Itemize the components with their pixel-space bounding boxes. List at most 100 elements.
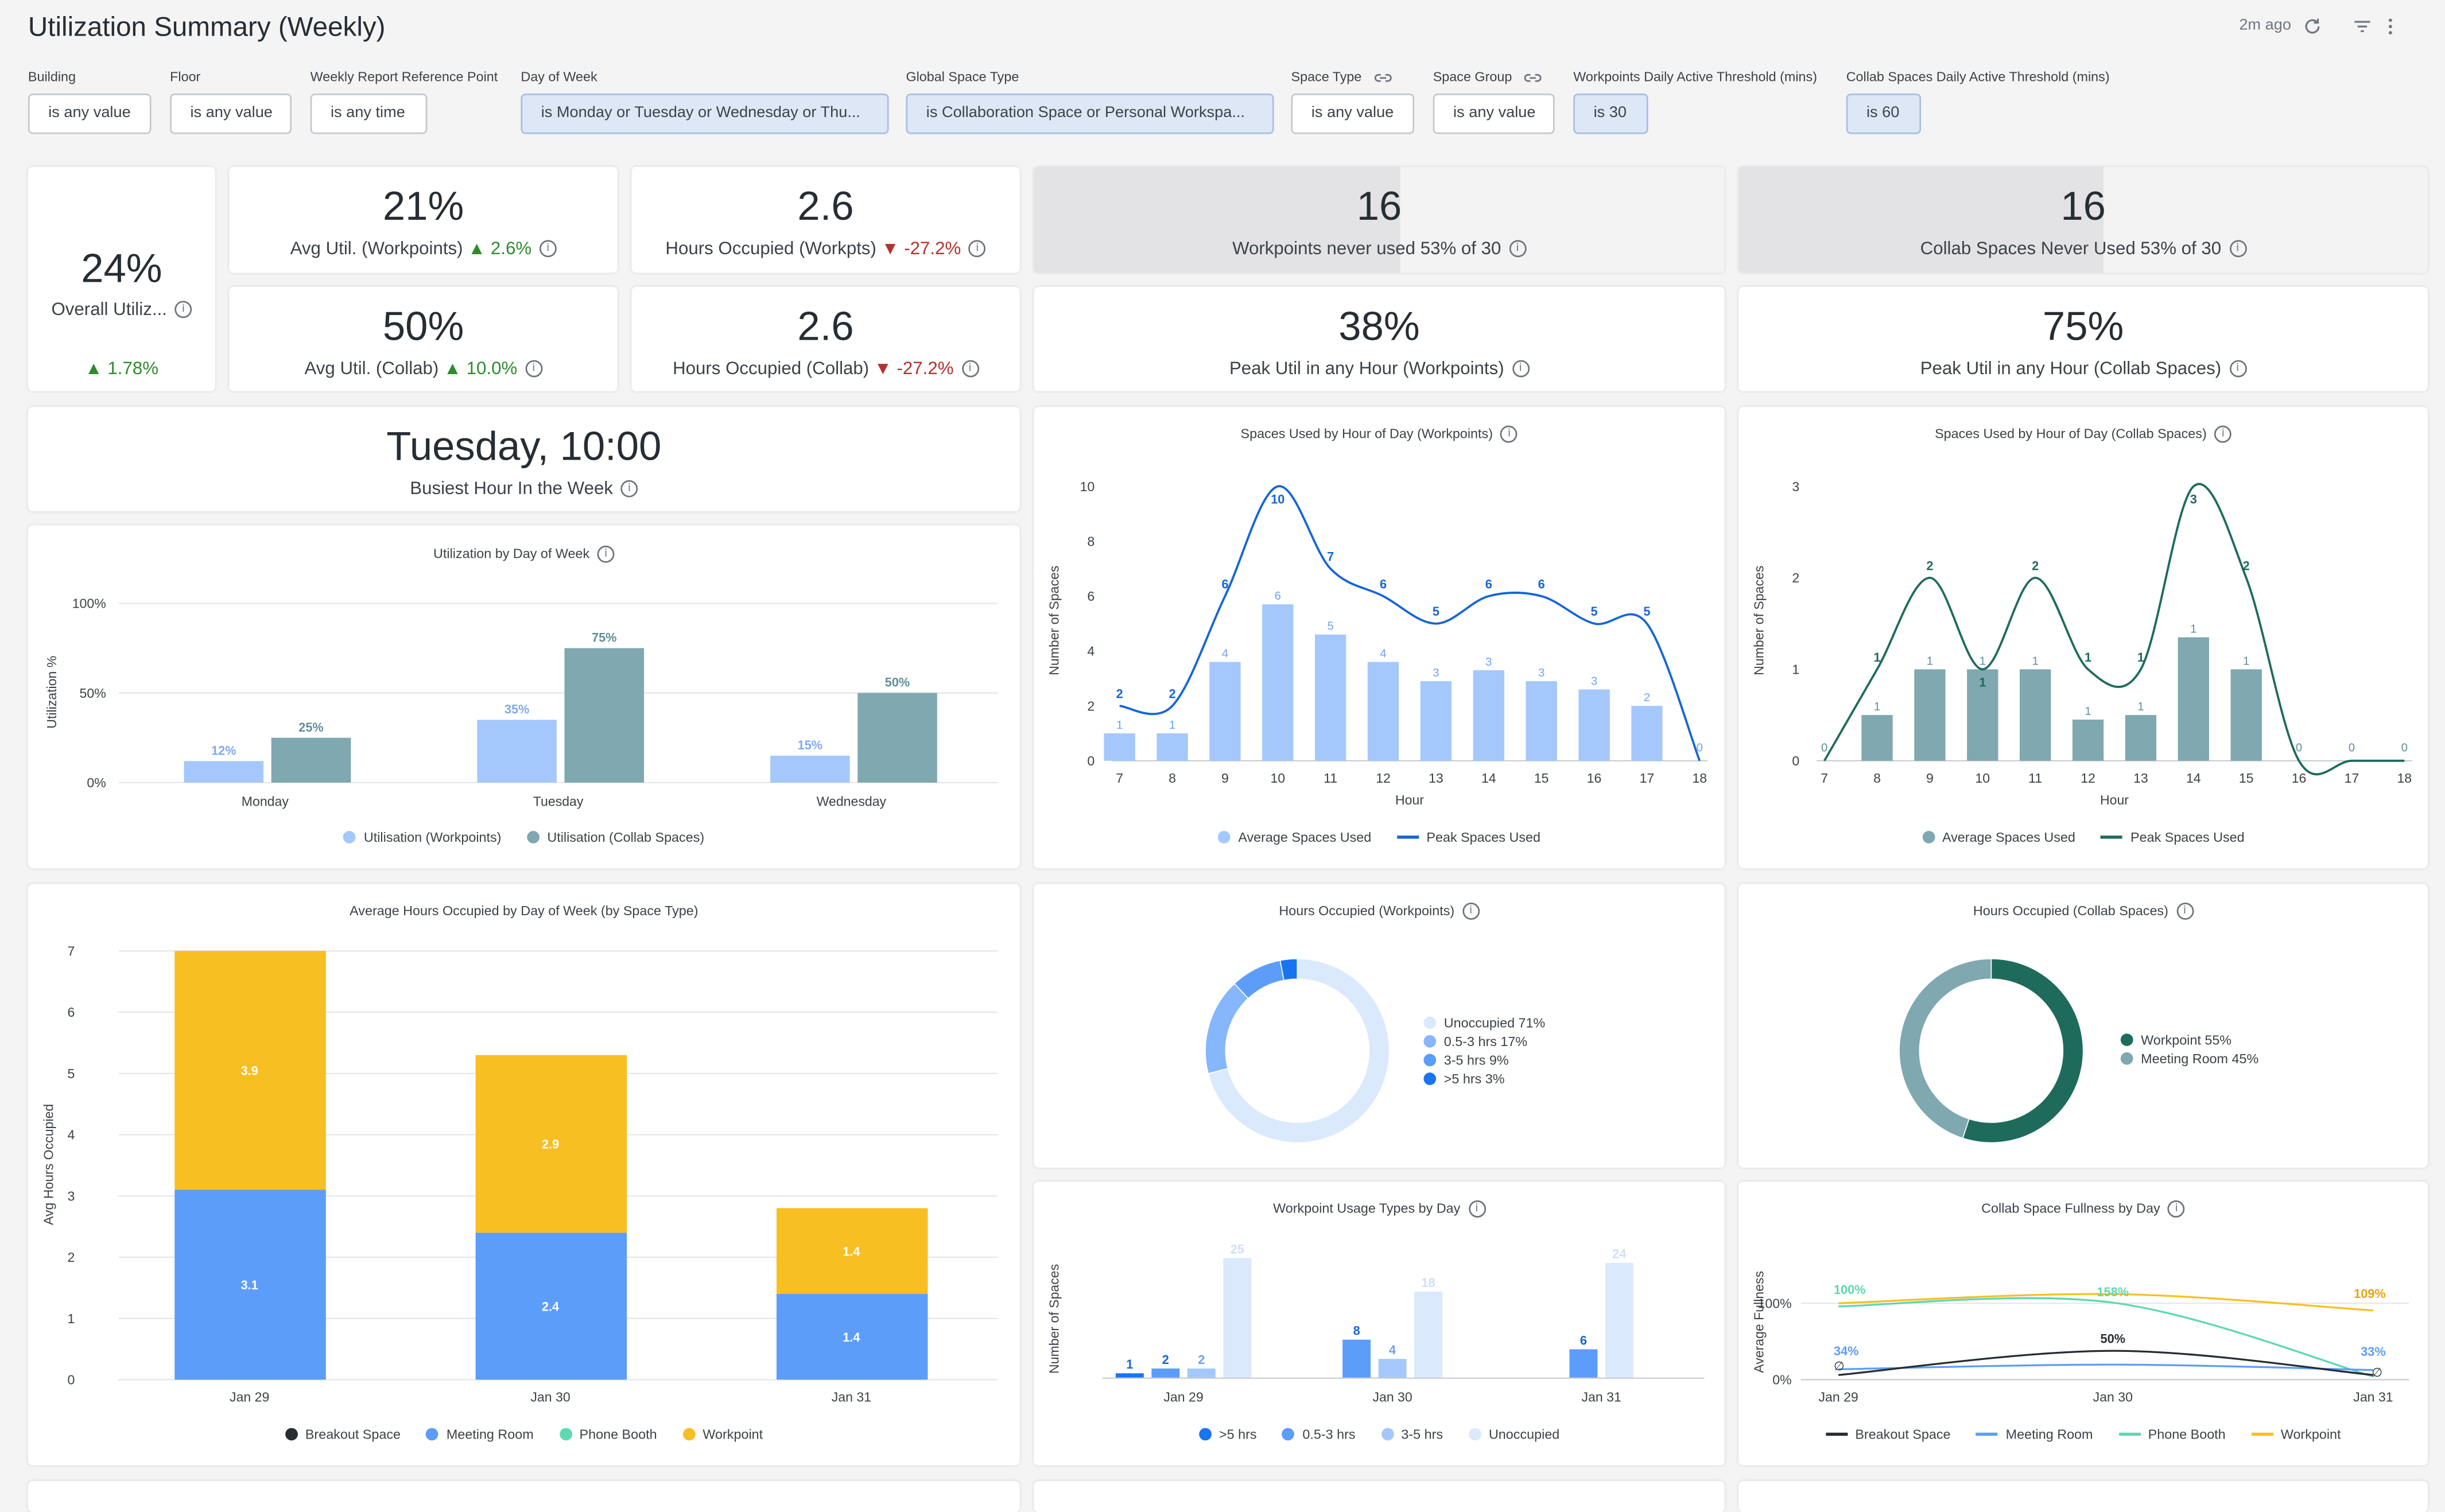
- y-axis-label: Number of Spaces: [1752, 566, 1767, 675]
- more-options-icon[interactable]: [2380, 15, 2401, 37]
- chart-fullness: 100% 0% Average Fullness Jan 29 Jan 30 Jan 31…: [1752, 1271, 2409, 1404]
- kpi-overall-utilization: 24% Overall Utiliz... i ▲ 1.78%: [28, 166, 215, 391]
- filter-space-group[interactable]: is any value: [1433, 94, 1555, 134]
- kpi-hours-occupied-workpoints: 2.6 Hours Occupied (Workpts) ▼ -27.2% i: [631, 166, 1020, 273]
- x-tick-label: Jan 29: [1163, 1389, 1203, 1404]
- y-tick-label: 6: [68, 1005, 75, 1020]
- info-icon[interactable]: i: [961, 360, 979, 378]
- legend-item[interactable]: Phone Booth: [559, 1427, 657, 1442]
- legend-item[interactable]: Utilisation (Collab Spaces): [527, 829, 704, 845]
- legend-item[interactable]: Unoccupied 71%: [1423, 1013, 1545, 1032]
- filter-label-building: Building: [28, 68, 76, 84]
- legend-item[interactable]: 3-5 hrs: [1381, 1427, 1443, 1442]
- chart-legend: Breakout Space Meeting Room Phone Booth …: [1738, 1427, 2428, 1442]
- info-icon[interactable]: i: [2176, 903, 2194, 920]
- legend-item[interactable]: Unoccupied: [1468, 1427, 1559, 1442]
- info-icon[interactable]: i: [539, 240, 557, 258]
- legend-item[interactable]: Average Spaces Used: [1922, 829, 2075, 845]
- info-icon[interactable]: i: [2168, 1200, 2186, 1218]
- filter-global-space-type[interactable]: is Collaboration Space or Personal Works…: [906, 94, 1274, 134]
- legend-item[interactable]: Meeting Room: [1976, 1427, 2093, 1442]
- legend-item[interactable]: 0.5-3 hrs: [1282, 1427, 1356, 1442]
- filter-floor[interactable]: is any value: [170, 94, 292, 134]
- filter-day-of-week[interactable]: is Monday or Tuesday or Wednesday or Thu…: [521, 94, 889, 134]
- legend-item[interactable]: Peak Spaces Used: [2101, 829, 2245, 845]
- y-tick-label: 1: [68, 1311, 75, 1326]
- legend-item[interactable]: Meeting Room 45%: [2120, 1049, 2258, 1068]
- legend-item[interactable]: 3-5 hrs 9%: [1423, 1051, 1545, 1070]
- info-icon[interactable]: i: [174, 301, 192, 319]
- data-label: 5: [1328, 620, 1334, 633]
- filter-reference-point[interactable]: is any time: [310, 94, 428, 134]
- legend-item[interactable]: Average Spaces Used: [1218, 829, 1371, 845]
- filter-icon[interactable]: [2351, 15, 2373, 37]
- legend-item[interactable]: Utilisation (Workpoints): [343, 829, 501, 845]
- kpi-value: 50%: [382, 302, 464, 349]
- card-partial: [1738, 1480, 2428, 1512]
- info-icon[interactable]: i: [1509, 240, 1526, 258]
- legend-item[interactable]: >5 hrs 3%: [1423, 1070, 1545, 1089]
- info-icon[interactable]: i: [525, 360, 542, 378]
- peak-label: 6: [1485, 577, 1492, 591]
- data-label: 109%: [2354, 1286, 2386, 1301]
- bar: [1104, 733, 1135, 761]
- chart-legend: Utilisation (Workpoints) Utilisation (Co…: [28, 829, 1020, 845]
- filter-workpoints-threshold[interactable]: is 30: [1573, 94, 1648, 134]
- data-label: 2: [1644, 691, 1650, 704]
- info-icon[interactable]: i: [620, 481, 638, 498]
- x-tick-label: 12: [1376, 771, 1391, 786]
- donut-legend: Workpoint 55% Meeting Room 45%: [2120, 1031, 2258, 1068]
- peak-label: 1: [2137, 650, 2144, 664]
- y-tick-label: 0: [68, 1373, 75, 1387]
- bar: [1156, 733, 1188, 761]
- chart-legend: >5 hrs 0.5-3 hrs 3-5 hrs Unoccupied: [1034, 1427, 1725, 1442]
- legend-item[interactable]: Breakout Space: [285, 1427, 401, 1442]
- legend-item[interactable]: Workpoint: [2251, 1427, 2341, 1442]
- refresh-icon[interactable]: [2302, 15, 2323, 37]
- info-icon[interactable]: i: [1468, 1200, 1485, 1218]
- filter-building[interactable]: is any value: [28, 94, 152, 134]
- legend-item[interactable]: Meeting Room: [426, 1427, 534, 1442]
- card-partial: [1034, 1480, 1725, 1512]
- data-label: 12%: [211, 743, 236, 757]
- y-tick-label: 2: [1792, 570, 1799, 585]
- info-icon[interactable]: i: [1462, 903, 1480, 920]
- legend-item[interactable]: Workpoint: [682, 1427, 763, 1442]
- x-tick-label: 9: [1221, 771, 1229, 786]
- filter-label-space-type: Space Type: [1291, 69, 1392, 84]
- info-icon[interactable]: i: [2229, 240, 2246, 258]
- legend-item[interactable]: >5 hrs: [1198, 1427, 1257, 1442]
- info-icon[interactable]: i: [968, 240, 986, 258]
- peak-line: [1823, 483, 2405, 776]
- kpi-busiest-hour: Tuesday, 10:00 Busiest Hour In the Week i: [28, 407, 1020, 512]
- filter-collab-threshold[interactable]: is 60: [1846, 94, 1922, 134]
- data-label: 1: [1116, 719, 1123, 732]
- bar: [1914, 669, 1946, 761]
- info-icon[interactable]: i: [2229, 360, 2246, 378]
- x-tick-label: 10: [1975, 771, 1990, 786]
- legend-item[interactable]: Phone Booth: [2118, 1427, 2226, 1442]
- bar: [1420, 681, 1452, 761]
- legend-item[interactable]: Peak Spaces Used: [1396, 829, 1540, 845]
- legend-item[interactable]: Breakout Space: [1825, 1427, 1951, 1442]
- kpi-value: Tuesday, 10:00: [386, 422, 662, 469]
- chart-card-avg-hours: Average Hours Occupied by Day of Week (b…: [28, 884, 1020, 1466]
- filter-space-type[interactable]: is any value: [1291, 94, 1415, 134]
- data-label: 1: [1980, 655, 1986, 667]
- data-label: 75%: [592, 631, 616, 645]
- peak-label: 1: [1873, 650, 1880, 664]
- legend-item[interactable]: Workpoint 55%: [2120, 1031, 2258, 1050]
- x-tick-label: 17: [1640, 771, 1655, 786]
- data-label: ∅: [1834, 1359, 1845, 1373]
- info-icon[interactable]: i: [1512, 360, 1530, 378]
- info-icon[interactable]: i: [1500, 426, 1518, 444]
- kpi-peak-util-collab: 75% Peak Util in any Hour (Collab Spaces…: [1738, 286, 2428, 391]
- legend-item[interactable]: 0.5-3 hrs 17%: [1423, 1032, 1545, 1051]
- data-label: 0: [2349, 741, 2355, 754]
- x-tick-label: 16: [1587, 771, 1602, 786]
- x-tick-label: Jan 30: [530, 1389, 570, 1404]
- y-tick-label: 0%: [1772, 1373, 1791, 1387]
- chart-card-util-by-day: Utilization by Day of Week i 100% 50% 0% Uti…: [28, 525, 1020, 869]
- info-icon[interactable]: i: [2214, 426, 2232, 444]
- info-icon[interactable]: i: [597, 546, 615, 563]
